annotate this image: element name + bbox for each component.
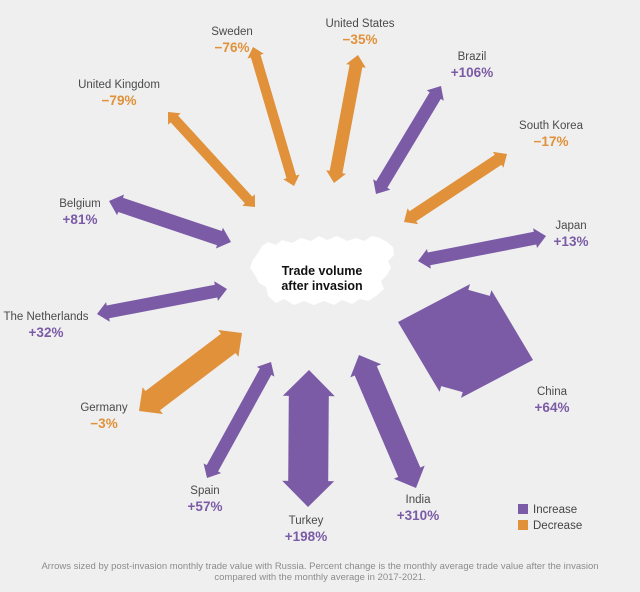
arrow-india (350, 355, 425, 488)
label-country-sweden: Sweden (211, 26, 253, 38)
label-change-turkey: +198% (285, 529, 327, 544)
label-country-spain: Spain (190, 485, 219, 497)
legend-swatch-decrease (518, 520, 528, 530)
label-change-germany: −3% (90, 416, 117, 431)
label-change-india: +310% (397, 508, 439, 523)
label-change-south-korea: −17% (534, 134, 569, 149)
label-country-india: India (406, 494, 432, 506)
arrow-brazil (373, 86, 444, 194)
label-country-belgium: Belgium (59, 198, 101, 210)
arrow-the-netherlands (97, 281, 227, 322)
label-change-brazil: +106% (451, 65, 493, 80)
legend-swatch-increase (518, 504, 528, 514)
arrow-united-states (326, 55, 366, 183)
label-change-belgium: +81% (63, 212, 98, 227)
label-change-spain: +57% (188, 499, 223, 514)
arrow-united-kingdom (168, 112, 255, 207)
label-country-china: China (537, 386, 568, 398)
arrow-south-korea (404, 151, 507, 225)
label-country-south-korea: South Korea (519, 120, 584, 132)
arrow-turkey (282, 370, 335, 507)
label-change-sweden: −76% (215, 40, 250, 55)
label-country-united-kingdom: United Kingdom (78, 79, 160, 91)
arrow-japan (418, 228, 546, 269)
label-country-turkey: Turkey (289, 515, 324, 527)
center-label-line-2: after invasion (281, 279, 362, 293)
center-label-line-1: Trade volume (282, 264, 363, 278)
label-country-japan: Japan (555, 220, 586, 232)
arrow-germany (139, 330, 242, 414)
label-change-japan: +13% (554, 234, 589, 249)
label-country-the-netherlands: The Netherlands (3, 311, 88, 323)
labels-group: United States −35% Brazil +106% South Korea −… (3, 18, 588, 544)
label-country-brazil: Brazil (458, 51, 487, 63)
arrow-belgium (109, 194, 231, 249)
arrows-group (97, 47, 546, 507)
arrow-spain (203, 362, 275, 478)
label-change-united-kingdom: −79% (102, 93, 137, 108)
legend-label-increase: Increase (533, 504, 577, 516)
arrow-china (398, 284, 533, 398)
label-change-the-netherlands: +32% (29, 325, 64, 340)
legend-label-decrease: Decrease (533, 520, 582, 532)
arrow-sweden (247, 47, 300, 186)
label-country-germany: Germany (80, 402, 128, 414)
chart-footnote: Arrows sized by post-invasion monthly tr… (41, 561, 599, 583)
label-country-united-states: United States (325, 18, 394, 30)
legend: Increase Decrease (518, 504, 582, 532)
label-change-united-states: −35% (343, 32, 378, 47)
russia-map-silhouette (250, 236, 394, 305)
label-change-china: +64% (535, 400, 570, 415)
